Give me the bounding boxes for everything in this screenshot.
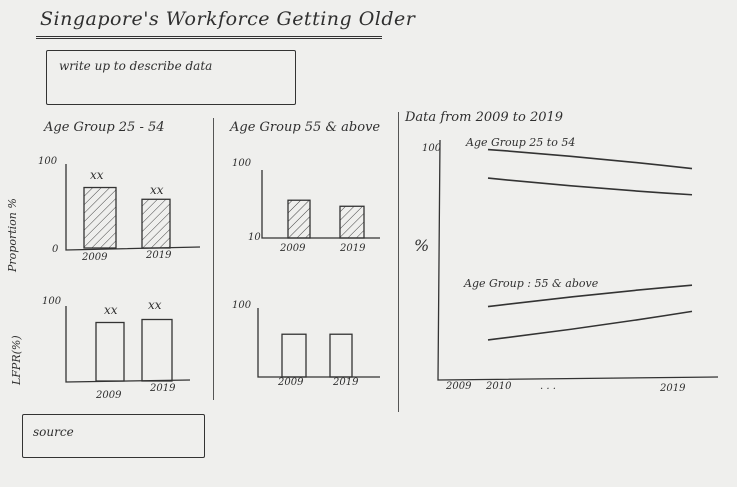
prop-55-bar-2009 bbox=[287, 199, 311, 239]
source-box[interactable]: source bbox=[22, 414, 205, 458]
tick-100-e: 100 bbox=[422, 143, 442, 154]
bar-label-2009-c: xx bbox=[104, 303, 118, 317]
line-label-25-54: Age Group 25 to 54 bbox=[466, 136, 576, 149]
year-2009-e: 2009 bbox=[446, 381, 472, 392]
bar-label-2009-a: xx bbox=[90, 168, 104, 182]
tick-100-c: 100 bbox=[42, 296, 62, 307]
year-2019-c: 2019 bbox=[150, 383, 176, 394]
line-label-55-above: Age Group : 55 & above bbox=[464, 277, 599, 290]
year-2009-a: 2009 bbox=[82, 252, 108, 263]
trend-line-1 bbox=[487, 148, 693, 170]
panel-divider-1 bbox=[213, 118, 214, 400]
tick-100-b: 100 bbox=[232, 158, 252, 169]
year-ellipsis-e: . . . bbox=[540, 381, 556, 392]
page-title: Singapore's Workforce Getting Older bbox=[40, 8, 416, 30]
trend-line-2 bbox=[487, 177, 693, 196]
lfpr-55-bar-2019 bbox=[329, 333, 353, 378]
prop-55-bar-2019 bbox=[339, 205, 365, 239]
bar-label-2019-c: xx bbox=[148, 298, 162, 312]
year-2019-a: 2019 bbox=[146, 250, 172, 261]
panel-divider-2 bbox=[398, 112, 399, 412]
year-2009-b: 2009 bbox=[280, 243, 306, 254]
bar-label-2019-a: xx bbox=[150, 183, 164, 197]
tick-10-b: 10 bbox=[248, 232, 261, 243]
prop-25-54-bar-2019 bbox=[141, 198, 171, 249]
heading-age-25-54: Age Group 25 - 54 bbox=[44, 120, 165, 135]
trend-line-4 bbox=[487, 310, 693, 341]
tick-100-d: 100 bbox=[232, 300, 252, 311]
ylabel-percent: % bbox=[414, 236, 430, 255]
lfpr-25-54-bar-2019 bbox=[141, 318, 173, 382]
writeup-text: write up to describe data bbox=[59, 59, 213, 73]
tick-0-a: 0 bbox=[52, 244, 59, 255]
year-2009-d: 2009 bbox=[278, 377, 304, 388]
year-2010-e: 2010 bbox=[486, 381, 512, 392]
lfpr-55-bar-2009 bbox=[281, 333, 307, 378]
title-underline bbox=[36, 36, 382, 39]
heading-data-range: Data from 2009 to 2019 bbox=[405, 110, 564, 125]
source-text: source bbox=[33, 425, 74, 439]
year-2019-b: 2019 bbox=[340, 243, 366, 254]
lfpr-25-54-bar-2009 bbox=[95, 321, 125, 382]
tick-100-a: 100 bbox=[38, 156, 58, 167]
prop-25-54-bar-2009 bbox=[83, 186, 117, 249]
year-2019-d: 2019 bbox=[333, 377, 359, 388]
year-2019-e: 2019 bbox=[660, 383, 686, 394]
year-2009-c: 2009 bbox=[96, 390, 122, 401]
writeup-box[interactable]: write up to describe data bbox=[46, 50, 296, 105]
trend-line-3 bbox=[487, 284, 693, 308]
heading-age-55-above: Age Group 55 & above bbox=[230, 120, 381, 135]
